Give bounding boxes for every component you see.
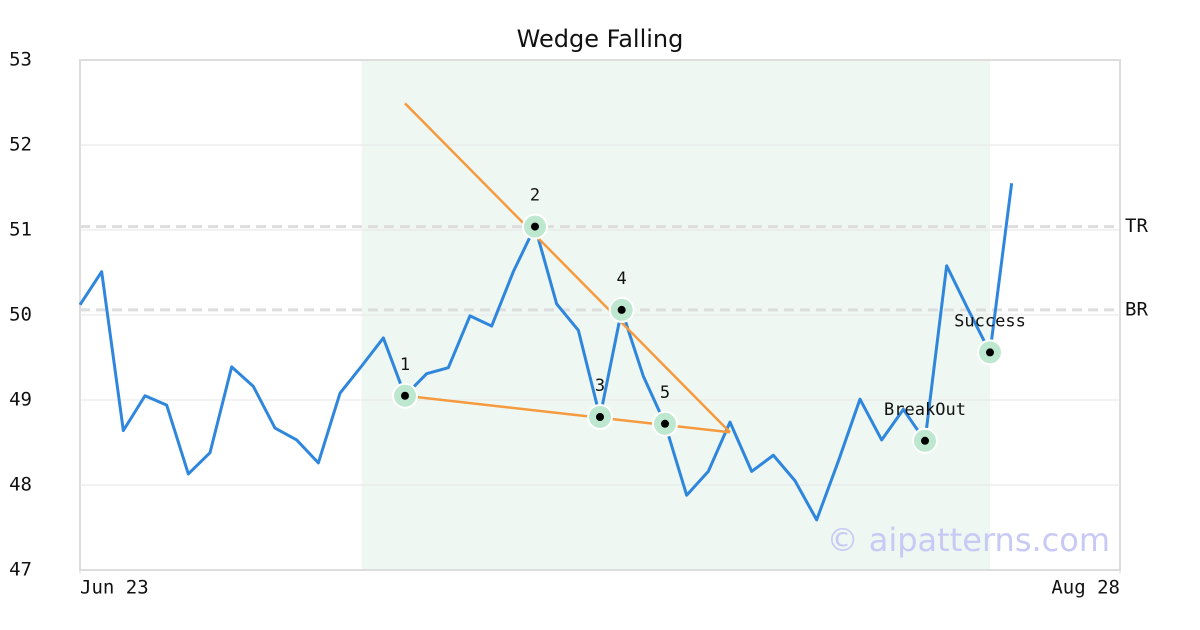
point-label: 5	[660, 383, 670, 403]
point-dot	[617, 305, 626, 314]
y-tick-label: 47	[9, 559, 32, 581]
x-tick-label: Jun 23	[80, 577, 149, 599]
chart-title: Wedge Falling	[517, 25, 684, 53]
y-tick-label: 48	[9, 474, 32, 496]
y-tick-label: 52	[9, 134, 32, 156]
y-tick-label: 50	[9, 304, 32, 326]
point-label: 4	[617, 269, 627, 289]
point-dot	[596, 413, 604, 421]
point-dot	[986, 348, 994, 357]
level-label: TR	[1125, 215, 1148, 237]
watermark: © aipatterns.com	[827, 521, 1110, 559]
level-label: BR	[1125, 298, 1148, 320]
y-tick-label: 51	[9, 219, 32, 241]
x-tick-label: Aug 28	[1051, 577, 1120, 599]
point-label: 1	[400, 355, 410, 375]
y-tick-label: 49	[9, 389, 32, 411]
point-dot	[531, 222, 539, 231]
price-line	[78, 183, 1014, 522]
point-dot	[401, 391, 409, 400]
point-label: 3	[595, 376, 605, 396]
trend-line	[404, 102, 731, 434]
point-label: BreakOut	[884, 400, 966, 420]
point-dot	[921, 436, 929, 445]
point-label: Success	[954, 311, 1026, 331]
plot-frame	[79, 59, 1121, 571]
y-tick-label: 53	[9, 49, 32, 71]
point-label: 2	[530, 186, 540, 206]
point-dot	[661, 419, 669, 428]
